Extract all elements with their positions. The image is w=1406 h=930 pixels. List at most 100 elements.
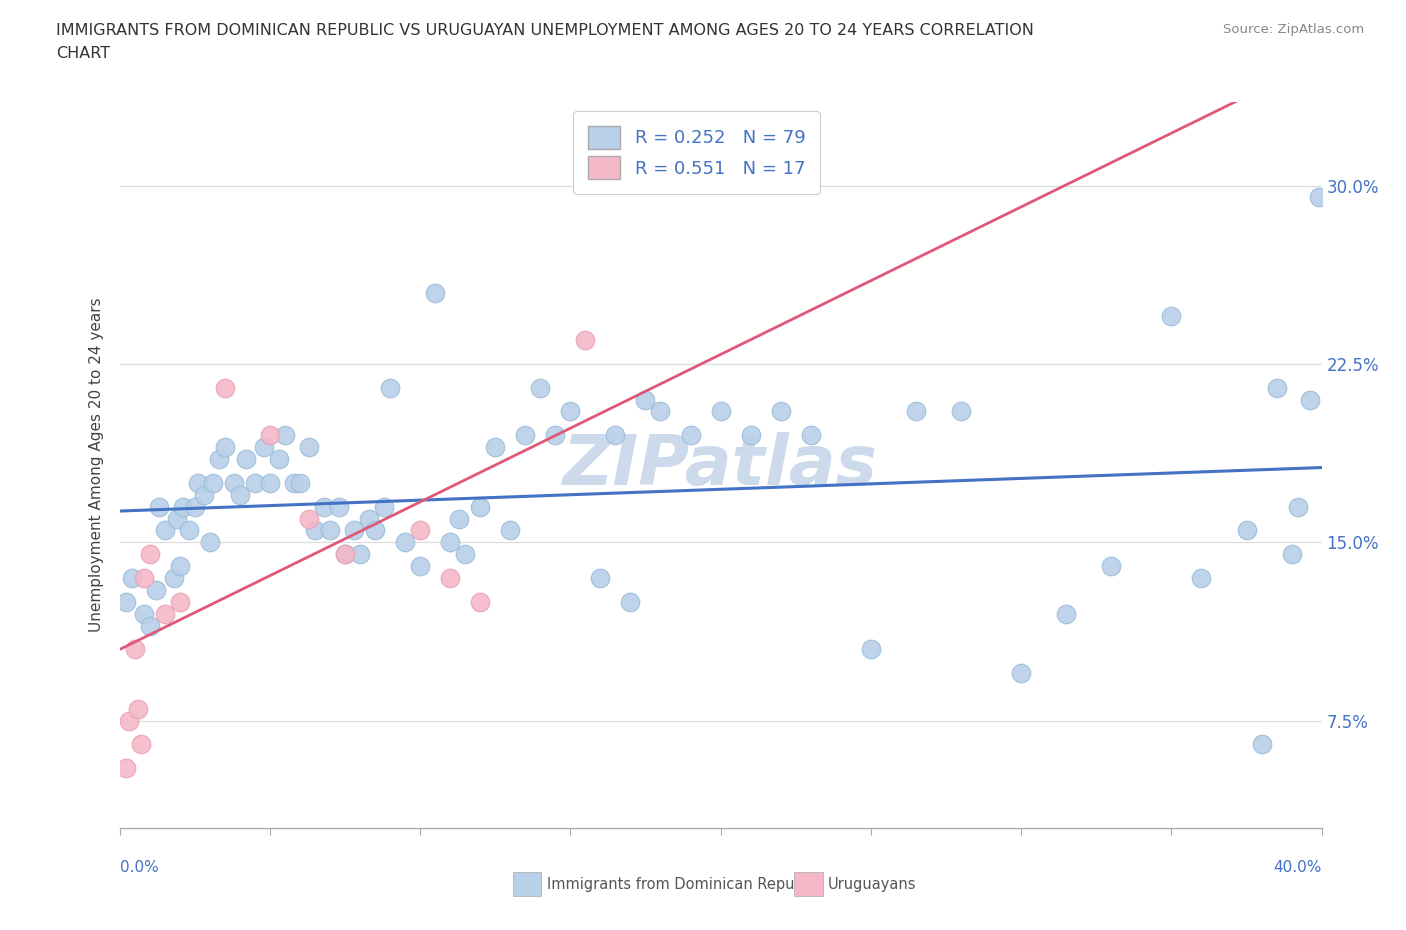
Point xyxy=(198,535,221,550)
Point xyxy=(769,404,792,418)
Point xyxy=(484,440,506,455)
Text: ZIPatlas: ZIPatlas xyxy=(562,432,879,498)
Point xyxy=(312,499,335,514)
Point xyxy=(187,475,209,490)
Point xyxy=(259,428,281,443)
Point xyxy=(1099,559,1122,574)
Point xyxy=(574,333,596,348)
Point xyxy=(201,475,224,490)
Point xyxy=(298,512,321,526)
Point xyxy=(1281,547,1303,562)
Point xyxy=(1286,499,1309,514)
Text: CHART: CHART xyxy=(56,46,110,61)
Point xyxy=(214,440,236,455)
Point xyxy=(333,547,356,562)
Point xyxy=(364,523,387,538)
Text: Immigrants from Dominican Republic: Immigrants from Dominican Republic xyxy=(547,877,820,892)
Point xyxy=(560,404,582,418)
Point xyxy=(333,547,356,562)
Point xyxy=(138,618,160,633)
Point xyxy=(357,512,380,526)
Point xyxy=(253,440,276,455)
Point xyxy=(183,499,205,514)
Point xyxy=(1054,606,1077,621)
Point xyxy=(950,404,973,418)
Point xyxy=(193,487,215,502)
Point xyxy=(634,392,657,407)
Legend: R = 0.252   N = 79, R = 0.551   N = 17: R = 0.252 N = 79, R = 0.551 N = 17 xyxy=(574,112,820,193)
Y-axis label: Unemployment Among Ages 20 to 24 years: Unemployment Among Ages 20 to 24 years xyxy=(89,298,104,632)
Point xyxy=(153,523,176,538)
Point xyxy=(145,582,167,597)
Point xyxy=(243,475,266,490)
Point xyxy=(515,428,537,443)
Text: Source: ZipAtlas.com: Source: ZipAtlas.com xyxy=(1223,23,1364,36)
Point xyxy=(529,380,551,395)
Point xyxy=(132,570,155,585)
Point xyxy=(349,547,371,562)
Point xyxy=(378,380,401,395)
Point xyxy=(449,512,471,526)
Point xyxy=(709,404,731,418)
Point xyxy=(177,523,200,538)
Point xyxy=(148,499,170,514)
Point xyxy=(169,559,191,574)
Point xyxy=(1160,309,1182,324)
Point xyxy=(1250,737,1272,751)
Point xyxy=(138,547,160,562)
Point xyxy=(439,570,461,585)
Text: Uruguayans: Uruguayans xyxy=(828,877,917,892)
Point xyxy=(172,499,194,514)
Point xyxy=(1236,523,1258,538)
Point xyxy=(259,475,281,490)
Point xyxy=(283,475,305,490)
Point xyxy=(439,535,461,550)
Point xyxy=(235,452,257,467)
Point xyxy=(904,404,927,418)
Point xyxy=(114,761,136,776)
Text: IMMIGRANTS FROM DOMINICAN REPUBLIC VS URUGUAYAN UNEMPLOYMENT AMONG AGES 20 TO 24: IMMIGRANTS FROM DOMINICAN REPUBLIC VS UR… xyxy=(56,23,1035,38)
Point xyxy=(544,428,567,443)
Point xyxy=(740,428,762,443)
Point xyxy=(298,440,321,455)
Point xyxy=(423,286,446,300)
Point xyxy=(228,487,252,502)
Point xyxy=(328,499,350,514)
Point xyxy=(114,594,136,609)
Point xyxy=(650,404,672,418)
Point xyxy=(162,570,184,585)
Point xyxy=(208,452,231,467)
Point xyxy=(1189,570,1212,585)
Point xyxy=(304,523,326,538)
Point xyxy=(222,475,245,490)
Point xyxy=(117,713,139,728)
Point xyxy=(319,523,342,538)
Text: 40.0%: 40.0% xyxy=(1274,860,1322,875)
Point xyxy=(394,535,416,550)
Point xyxy=(454,547,477,562)
Point xyxy=(153,606,176,621)
Point xyxy=(1298,392,1320,407)
Point xyxy=(214,380,236,395)
Point xyxy=(166,512,188,526)
Point xyxy=(267,452,290,467)
Point xyxy=(343,523,366,538)
Point xyxy=(274,428,297,443)
Point xyxy=(124,642,146,657)
Point xyxy=(132,606,155,621)
Point xyxy=(800,428,823,443)
Point xyxy=(1265,380,1288,395)
Point xyxy=(169,594,191,609)
Point xyxy=(409,523,432,538)
Point xyxy=(373,499,395,514)
Point xyxy=(499,523,522,538)
Point xyxy=(288,475,311,490)
Text: 0.0%: 0.0% xyxy=(120,860,159,875)
Point xyxy=(619,594,641,609)
Point xyxy=(121,570,143,585)
Point xyxy=(1010,666,1032,681)
Point xyxy=(605,428,627,443)
Point xyxy=(1308,190,1330,205)
Point xyxy=(409,559,432,574)
Point xyxy=(859,642,882,657)
